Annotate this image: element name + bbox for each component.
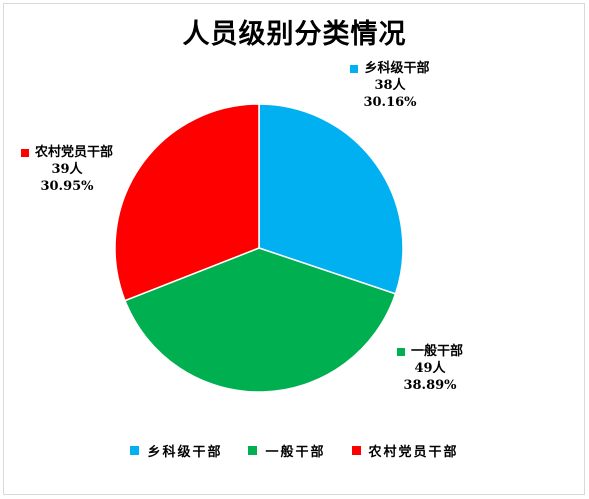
label-value-2: 39人: [51, 162, 83, 177]
legend-label-2: 农村党员干部: [368, 445, 459, 460]
chart-title: 人员级别分类情况: [182, 19, 407, 50]
data-label-1: 一般干部 49人 38.89%: [380, 343, 480, 394]
label-percent-2: 30.95%: [40, 179, 94, 194]
legend-item-0[interactable]: 乡科级干部: [130, 441, 222, 460]
legend: 乡科级干部 一般干部 农村党员干部: [0, 441, 589, 460]
legend-label-0: 乡科级干部: [147, 445, 223, 460]
data-label-2: 农村党员干部 39人 30.95%: [6, 144, 128, 195]
legend-swatch-2: [351, 446, 361, 455]
label-percent-0: 30.16%: [363, 95, 417, 110]
label-name-2: 农村党员干部: [34, 145, 113, 160]
legend-swatch-1: [248, 446, 258, 455]
pie-slice-1[interactable]: [123, 247, 397, 393]
legend-swatch-0: [130, 446, 140, 455]
label-name-1: 一般干部: [410, 344, 463, 359]
legend-item-1[interactable]: 一般干部: [248, 441, 325, 460]
label-name-0: 乡科级干部: [364, 61, 430, 76]
label-percent-1: 38.89%: [403, 378, 457, 393]
label-swatch-0: [350, 64, 359, 73]
label-value-0: 38人: [374, 78, 406, 93]
legend-label-1: 一般干部: [265, 445, 326, 460]
label-value-1: 49人: [414, 361, 446, 376]
pie-slice-0[interactable]: [258, 103, 404, 295]
legend-item-2[interactable]: 农村党员干部: [351, 441, 459, 460]
pie-slice-2[interactable]: [114, 103, 260, 302]
label-swatch-2: [20, 148, 29, 157]
label-swatch-1: [396, 347, 405, 356]
data-label-0: 乡科级干部 38人 30.16%: [335, 60, 445, 111]
